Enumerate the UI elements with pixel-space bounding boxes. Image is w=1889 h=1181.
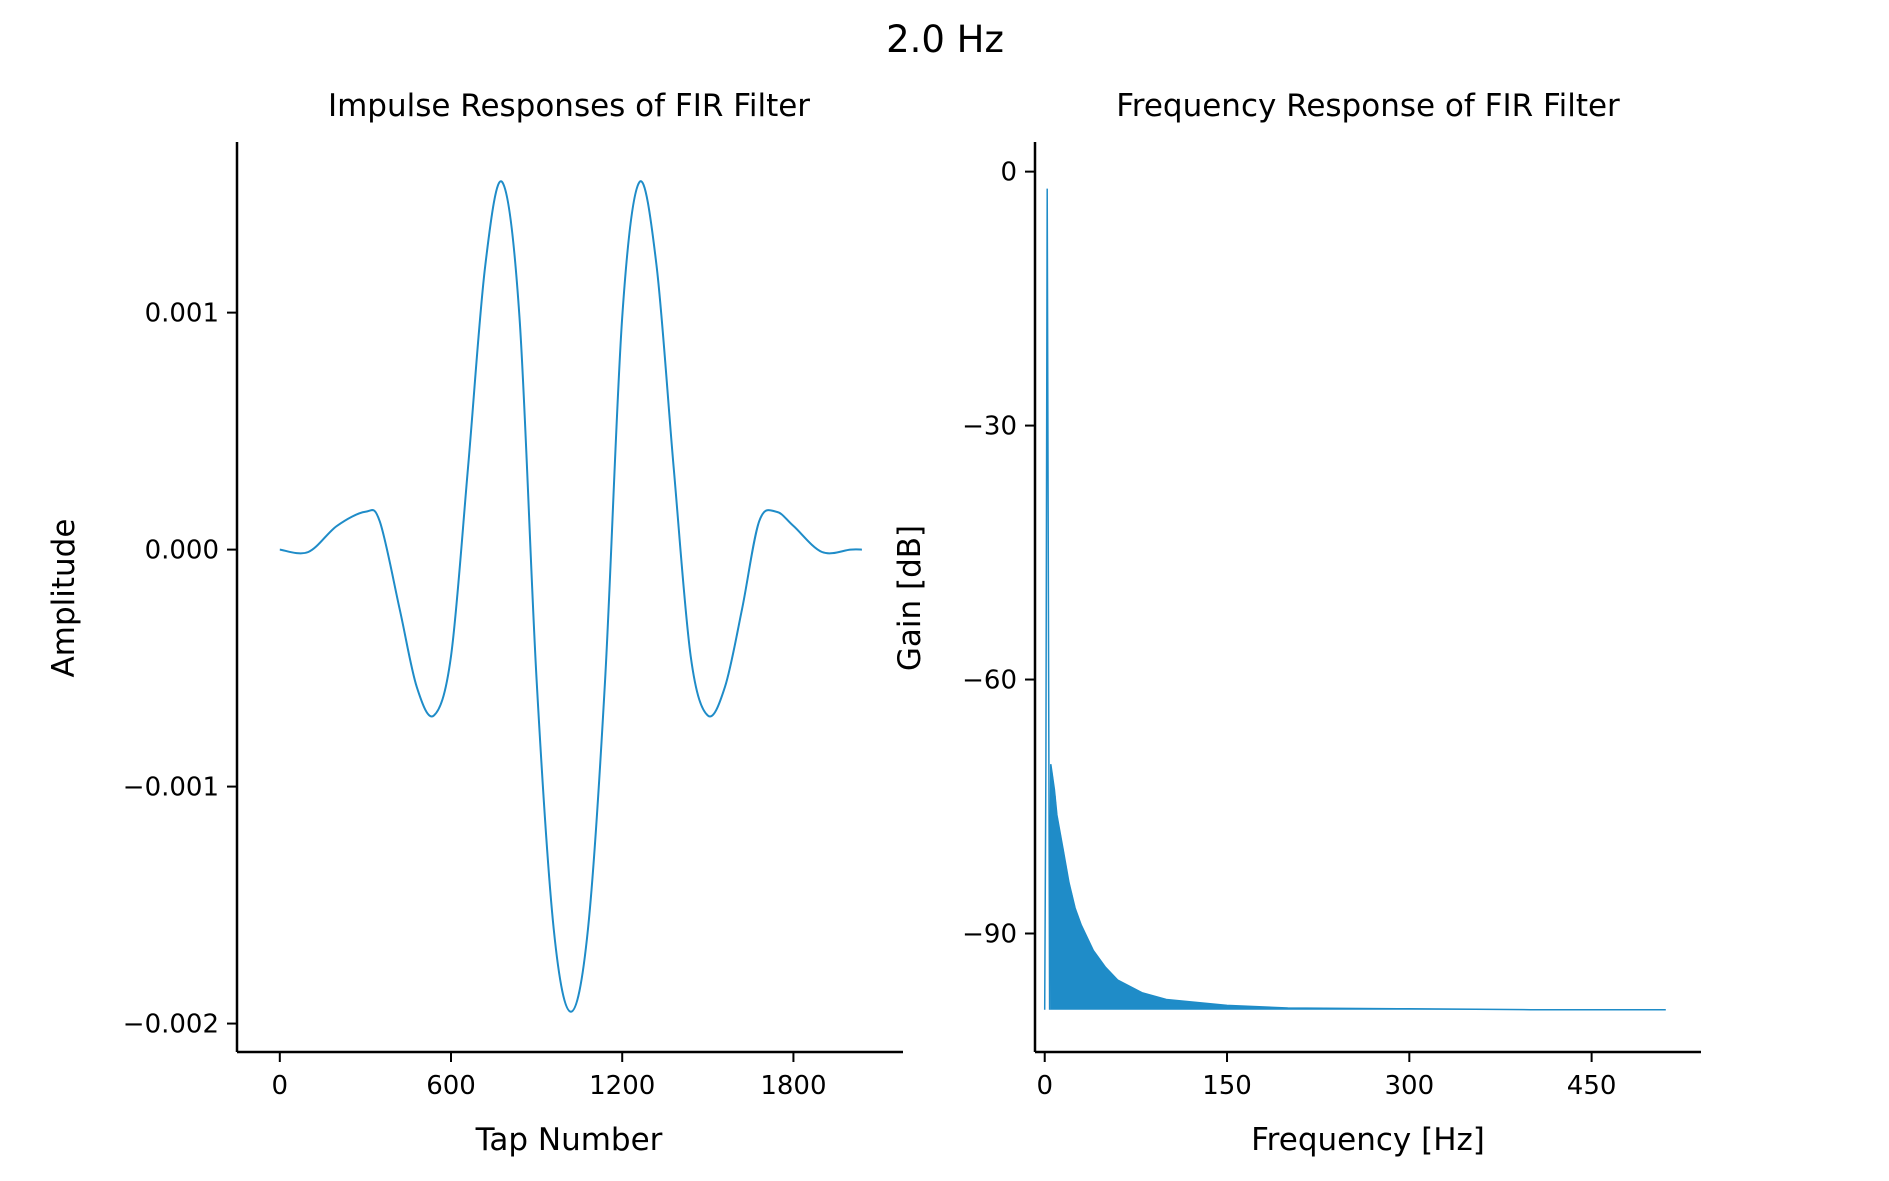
x-tick-label: 1200 <box>589 1071 655 1101</box>
frequency-ticks: 0 150 300 450 0 −30 −60 −90 <box>962 158 1616 1101</box>
figure-suptitle: 2.0 Hz <box>886 18 1004 61</box>
x-tick-label: 450 <box>1567 1071 1617 1101</box>
frequency-response-panel: Frequency Response of FIR Filter 0 150 300… <box>892 88 1701 1158</box>
x-tick-label: 1800 <box>760 1071 826 1101</box>
x-tick-label: 150 <box>1202 1071 1252 1101</box>
impulse-chart-title: Impulse Responses of FIR Filter <box>328 88 810 124</box>
frequency-chart-title: Frequency Response of FIR Filter <box>1116 88 1620 124</box>
frequency-x-axis-label: Frequency [Hz] <box>1251 1122 1485 1158</box>
impulse-response-panel: Impulse Responses of FIR Filter 0 600 1200… <box>46 88 903 1158</box>
frequency-response-ripple <box>1050 764 1528 1010</box>
y-tick-label: 0 <box>1000 158 1017 188</box>
frequency-response-line <box>1043 188 1666 1011</box>
impulse-response-line <box>279 180 862 1013</box>
x-tick-label: 0 <box>1036 1071 1053 1101</box>
y-tick-label: 0.001 <box>145 299 219 329</box>
x-tick-label: 0 <box>272 1071 289 1101</box>
impulse-y-axis-label: Amplitude <box>46 519 82 678</box>
y-tick-label: −90 <box>962 919 1017 949</box>
impulse-x-axis-label: Tap Number <box>475 1122 663 1158</box>
y-tick-label: −30 <box>962 412 1017 442</box>
x-tick-label: 600 <box>426 1071 476 1101</box>
y-tick-label: −0.001 <box>123 773 219 803</box>
impulse-ticks: 0 600 1200 1800 −0.002 −0.001 0.000 0.001 <box>123 299 827 1101</box>
y-tick-label: −60 <box>962 666 1017 696</box>
y-tick-label: 0.000 <box>145 536 219 566</box>
frequency-y-axis-label: Gain [dB] <box>892 525 928 671</box>
x-tick-label: 300 <box>1385 1071 1435 1101</box>
y-tick-label: −0.002 <box>123 1010 219 1040</box>
